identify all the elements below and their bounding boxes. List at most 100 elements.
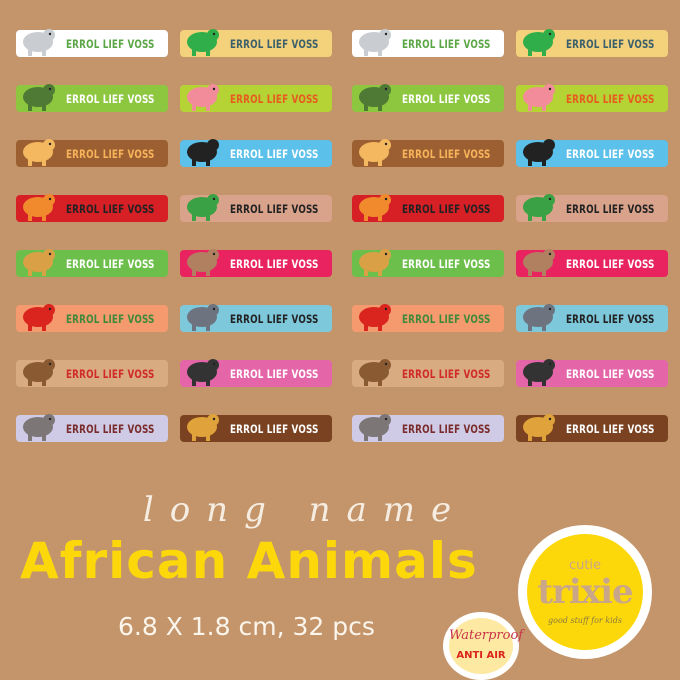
name-label: ERROL LIEF VOSS — [516, 414, 668, 442]
hippo-icon — [356, 409, 392, 443]
name-label: ERROL LIEF VOSS — [180, 249, 332, 277]
label-name-text: ERROL LIEF VOSS — [230, 366, 319, 381]
label-name-text: ERROL LIEF VOSS — [66, 366, 155, 381]
name-label: ERROL LIEF VOSS — [516, 29, 668, 57]
name-label: ERROL LIEF VOSS — [516, 359, 668, 387]
product-title: African Animals — [20, 532, 478, 590]
rhino-icon — [184, 299, 220, 333]
giraffe-icon — [184, 409, 220, 443]
ostrich-icon — [520, 354, 556, 388]
monkey-icon — [356, 354, 392, 388]
name-label: ERROL LIEF VOSS — [516, 249, 668, 277]
camel-icon — [20, 134, 56, 168]
name-label: ERROL LIEF VOSS — [16, 139, 168, 167]
waterproof-badge: Waterproof ANTI AIR — [443, 612, 524, 680]
ostrich-icon — [184, 354, 220, 388]
label-name-text: ERROL LIEF VOSS — [66, 311, 155, 326]
crocodile-icon — [356, 79, 392, 113]
anti-air-text: ANTI AIR — [456, 650, 506, 661]
script-heading: long name — [142, 490, 468, 530]
crocodile-icon — [20, 79, 56, 113]
brand-tagline: good stuff for kids — [548, 616, 622, 625]
label-name-text: ERROL LIEF VOSS — [230, 36, 319, 51]
label-name-text: ERROL LIEF VOSS — [402, 146, 491, 161]
name-label: ERROL LIEF VOSS — [516, 304, 668, 332]
name-label: ERROL LIEF VOSS — [516, 139, 668, 167]
name-label: ERROL LIEF VOSS — [180, 29, 332, 57]
label-name-text: ERROL LIEF VOSS — [66, 36, 155, 51]
rhino-icon — [520, 299, 556, 333]
name-label: ERROL LIEF VOSS — [180, 414, 332, 442]
name-label: ERROL LIEF VOSS — [352, 84, 504, 112]
name-label: ERROL LIEF VOSS — [16, 29, 168, 57]
name-label: ERROL LIEF VOSS — [352, 249, 504, 277]
leopard-icon — [356, 244, 392, 278]
parrot-icon — [356, 299, 392, 333]
leopard-icon — [20, 244, 56, 278]
name-label: ERROL LIEF VOSS — [180, 194, 332, 222]
name-label: ERROL LIEF VOSS — [16, 414, 168, 442]
label-name-text: ERROL LIEF VOSS — [66, 256, 155, 271]
snake-icon — [520, 189, 556, 223]
hyena-icon — [184, 244, 220, 278]
name-label: ERROL LIEF VOSS — [516, 194, 668, 222]
label-name-text: ERROL LIEF VOSS — [230, 256, 319, 271]
hyena-icon — [520, 244, 556, 278]
name-label: ERROL LIEF VOSS — [352, 304, 504, 332]
label-name-text: ERROL LIEF VOSS — [66, 91, 155, 106]
elephant-icon — [356, 24, 392, 58]
name-label: ERROL LIEF VOSS — [352, 359, 504, 387]
name-label: ERROL LIEF VOSS — [180, 359, 332, 387]
name-label: ERROL LIEF VOSS — [352, 29, 504, 57]
name-label: ERROL LIEF VOSS — [16, 84, 168, 112]
label-name-text: ERROL LIEF VOSS — [402, 201, 491, 216]
camel-icon — [356, 134, 392, 168]
product-size-count: 6.8 X 1.8 cm, 32 pcs — [118, 612, 375, 641]
name-label: ERROL LIEF VOSS — [180, 304, 332, 332]
label-name-text: ERROL LIEF VOSS — [566, 146, 655, 161]
label-name-text: ERROL LIEF VOSS — [566, 311, 655, 326]
label-name-text: ERROL LIEF VOSS — [66, 146, 155, 161]
label-name-text: ERROL LIEF VOSS — [66, 421, 155, 436]
name-label: ERROL LIEF VOSS — [16, 249, 168, 277]
label-name-text: ERROL LIEF VOSS — [230, 146, 319, 161]
monkey-icon — [20, 354, 56, 388]
label-name-text: ERROL LIEF VOSS — [66, 201, 155, 216]
parrot-icon — [20, 299, 56, 333]
name-label: ERROL LIEF VOSS — [516, 84, 668, 112]
giraffe-icon — [520, 409, 556, 443]
lion-icon — [20, 189, 56, 223]
name-label: ERROL LIEF VOSS — [180, 84, 332, 112]
elephant-icon — [20, 24, 56, 58]
chameleon-icon — [184, 24, 220, 58]
label-name-text: ERROL LIEF VOSS — [566, 256, 655, 271]
brand-line2: trixie — [537, 572, 633, 612]
zebra-icon — [184, 134, 220, 168]
label-name-text: ERROL LIEF VOSS — [566, 91, 655, 106]
brand-line1: cutie — [568, 558, 602, 573]
brand-logo: cutie trixie good stuff for kids — [518, 525, 652, 659]
name-label: ERROL LIEF VOSS — [352, 139, 504, 167]
flamingo-icon — [184, 79, 220, 113]
label-name-text: ERROL LIEF VOSS — [566, 421, 655, 436]
name-label: ERROL LIEF VOSS — [16, 359, 168, 387]
chameleon-icon — [520, 24, 556, 58]
name-label: ERROL LIEF VOSS — [180, 139, 332, 167]
label-name-text: ERROL LIEF VOSS — [402, 421, 491, 436]
snake-icon — [184, 189, 220, 223]
waterproof-text: Waterproof — [449, 628, 524, 643]
label-name-text: ERROL LIEF VOSS — [566, 201, 655, 216]
flamingo-icon — [520, 79, 556, 113]
label-name-text: ERROL LIEF VOSS — [566, 366, 655, 381]
label-name-text: ERROL LIEF VOSS — [402, 366, 491, 381]
label-name-text: ERROL LIEF VOSS — [230, 201, 319, 216]
name-label: ERROL LIEF VOSS — [16, 304, 168, 332]
label-name-text: ERROL LIEF VOSS — [230, 421, 319, 436]
name-label: ERROL LIEF VOSS — [352, 194, 504, 222]
label-name-text: ERROL LIEF VOSS — [402, 256, 491, 271]
zebra-icon — [520, 134, 556, 168]
name-label: ERROL LIEF VOSS — [16, 194, 168, 222]
lion-icon — [356, 189, 392, 223]
label-name-text: ERROL LIEF VOSS — [230, 91, 319, 106]
label-name-text: ERROL LIEF VOSS — [230, 311, 319, 326]
